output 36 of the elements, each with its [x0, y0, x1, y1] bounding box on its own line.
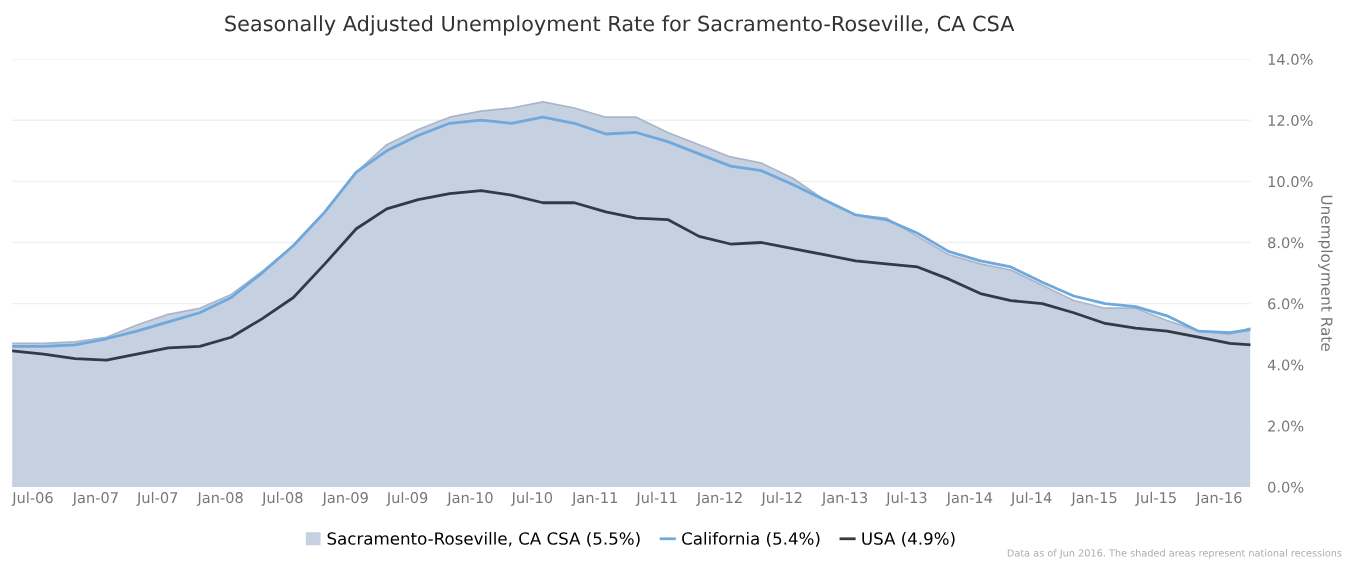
- x-tick-label: Jul-06: [11, 491, 53, 506]
- x-tick-label: Jan-14: [945, 492, 993, 506]
- x-tick-label: Jul-10: [510, 491, 553, 506]
- x-tick-label: Jul-12: [760, 491, 802, 506]
- x-tick-label: Jan-13: [821, 492, 868, 506]
- y-tick-label: 8.0%: [1268, 237, 1304, 249]
- line-series: [12, 189, 1251, 362]
- y-tick-label: 0.0%: [1268, 481, 1304, 493]
- y-tick-label: 10.0%: [1268, 176, 1313, 188]
- x-tick-label: Jul-08: [261, 491, 303, 506]
- y-tick-label: 2.0%: [1268, 420, 1304, 432]
- x-tick-label: Jan-16: [1195, 492, 1242, 506]
- x-tick-label: Jul-09: [386, 491, 428, 506]
- chart-title: Seasonally Adjusted Unemployment Rate for Sacramento-Roseville, CA CSA: [225, 15, 1015, 36]
- x-tick-label: Jan-12: [696, 492, 742, 506]
- x-tick-label: Jul-15: [1134, 491, 1176, 506]
- x-tick-label: Jan-09: [321, 492, 368, 506]
- y-axis-title: Unemployment Rate: [1318, 195, 1333, 351]
- x-tick-label: Jul-14: [1010, 491, 1052, 506]
- line-series: [12, 115, 1251, 348]
- x-tick-label: Jan-08: [196, 492, 243, 506]
- x-tick-label: Jan-10: [446, 492, 493, 506]
- y-tick-label: 14.0%: [1268, 53, 1313, 65]
- x-tick-label: Jul-11: [635, 491, 677, 506]
- x-tick-label: Jul-13: [885, 491, 927, 506]
- x-tick-label: Jan-07: [71, 492, 118, 506]
- legend-label: USA (4.9%): [862, 531, 955, 547]
- legend-label: Sacramento-Roseville, CA CSA (5.5%): [327, 531, 640, 547]
- text: Data as of Jun 2016. The shaded areas represent national recessions: [1007, 549, 1342, 559]
- y-tick-label: 4.0%: [1267, 359, 1304, 371]
- x-tick-label: Jan-11: [571, 492, 618, 506]
- y-tick-label: 12.0%: [1268, 114, 1313, 126]
- y-tick-label: 6.0%: [1268, 298, 1304, 310]
- x-tick-label: Jan-15: [1070, 492, 1117, 506]
- x-tick-label: Jul-07: [136, 491, 178, 506]
- legend-label: California (5.4%): [682, 531, 820, 547]
